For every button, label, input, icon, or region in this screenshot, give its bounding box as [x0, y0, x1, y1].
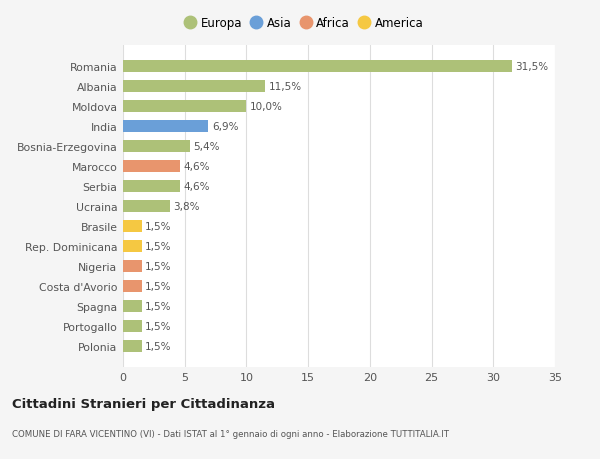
Bar — [123, 180, 180, 193]
Text: 1,5%: 1,5% — [145, 281, 172, 291]
Bar — [123, 320, 142, 333]
Text: 1,5%: 1,5% — [145, 341, 172, 352]
Text: 1,5%: 1,5% — [145, 302, 172, 312]
Text: 11,5%: 11,5% — [269, 82, 302, 92]
Text: 3,8%: 3,8% — [173, 202, 200, 212]
Bar — [123, 220, 142, 233]
Bar — [123, 241, 142, 253]
Bar — [123, 101, 247, 113]
Bar — [123, 120, 208, 133]
Text: 1,5%: 1,5% — [145, 241, 172, 252]
Bar — [123, 140, 190, 153]
Bar — [123, 61, 512, 73]
Bar — [123, 260, 142, 273]
Text: 1,5%: 1,5% — [145, 321, 172, 331]
Text: 1,5%: 1,5% — [145, 262, 172, 271]
Text: 5,4%: 5,4% — [193, 142, 220, 151]
Bar — [123, 160, 180, 173]
Text: 10,0%: 10,0% — [250, 101, 283, 112]
Text: COMUNE DI FARA VICENTINO (VI) - Dati ISTAT al 1° gennaio di ogni anno - Elaboraz: COMUNE DI FARA VICENTINO (VI) - Dati IST… — [12, 429, 449, 438]
Text: 4,6%: 4,6% — [184, 182, 210, 191]
Text: 6,9%: 6,9% — [212, 122, 238, 132]
Bar — [123, 80, 265, 93]
Bar — [123, 300, 142, 313]
Text: 4,6%: 4,6% — [184, 162, 210, 172]
Bar — [123, 340, 142, 353]
Bar — [123, 280, 142, 293]
Legend: Europa, Asia, Africa, America: Europa, Asia, Africa, America — [183, 15, 426, 33]
Text: 1,5%: 1,5% — [145, 222, 172, 231]
Text: Cittadini Stranieri per Cittadinanza: Cittadini Stranieri per Cittadinanza — [12, 397, 275, 410]
Bar — [123, 201, 170, 213]
Text: 31,5%: 31,5% — [515, 62, 548, 72]
